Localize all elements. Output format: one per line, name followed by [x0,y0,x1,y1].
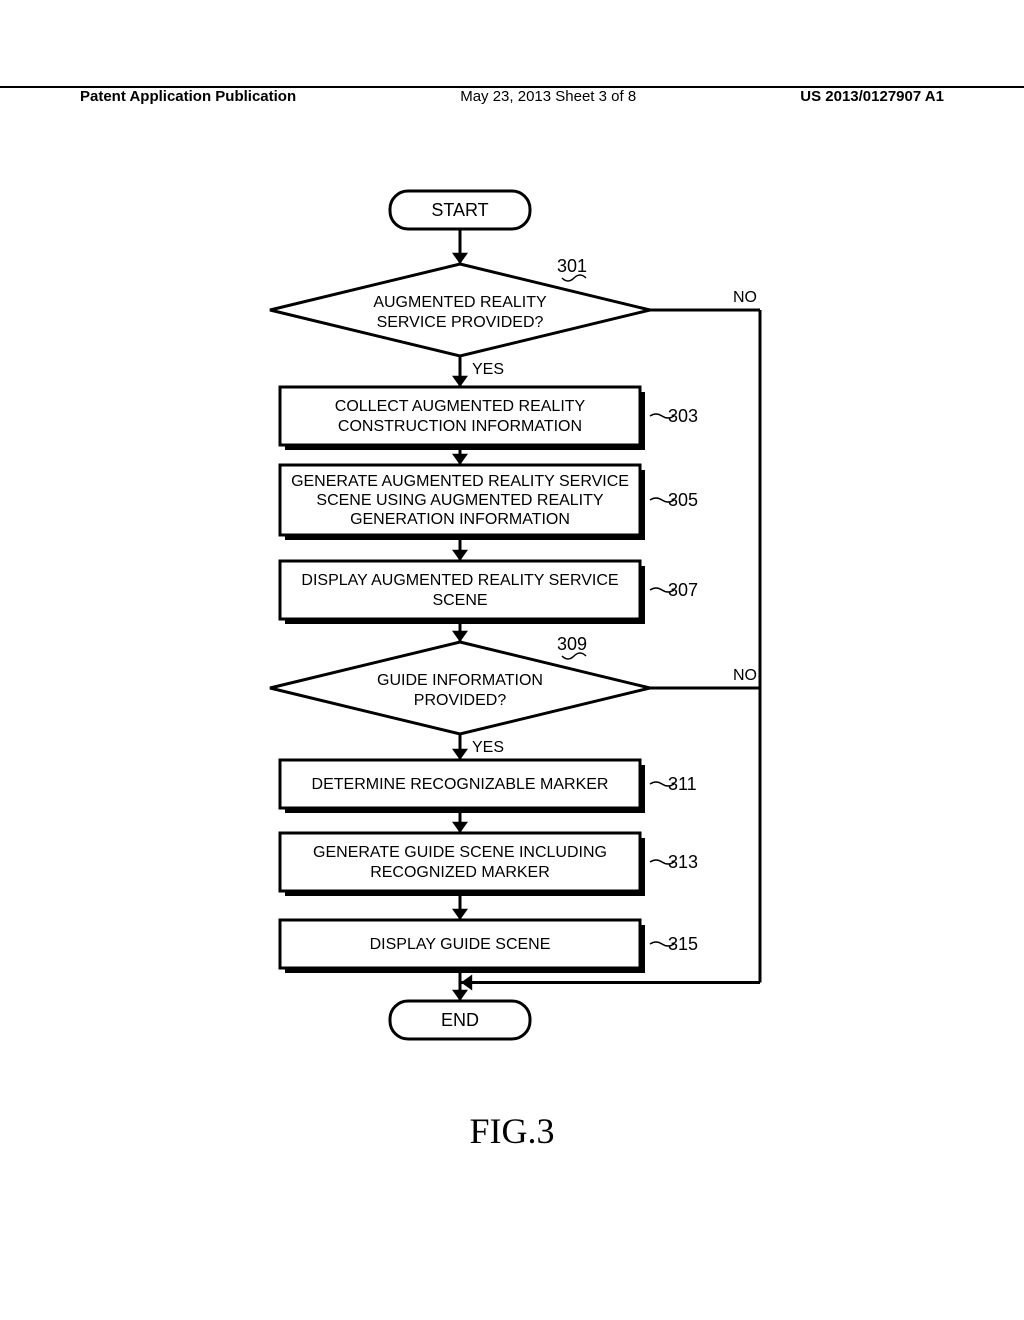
svg-text:301: 301 [557,256,587,276]
svg-text:305: 305 [668,490,698,510]
svg-text:COLLECT AUGMENTED REALITY: COLLECT AUGMENTED REALITY [335,398,586,415]
svg-text:307: 307 [668,580,698,600]
svg-text:PROVIDED?: PROVIDED? [414,692,507,709]
svg-text:DISPLAY AUGMENTED REALITY SERV: DISPLAY AUGMENTED REALITY SERVICE [301,572,618,589]
page-root: Patent Application Publication May 23, 2… [0,0,1024,1320]
svg-text:GENERATE AUGMENTED REALITY SER: GENERATE AUGMENTED REALITY SERVICE [291,473,629,490]
svg-text:DETERMINE RECOGNIZABLE MARKER: DETERMINE RECOGNIZABLE MARKER [312,776,609,793]
svg-text:315: 315 [668,934,698,954]
svg-text:END: END [441,1010,479,1030]
svg-text:YES: YES [472,361,504,378]
svg-text:START: START [431,200,488,220]
svg-text:GENERATION INFORMATION: GENERATION INFORMATION [350,511,570,528]
svg-text:SCENE USING AUGMENTED REALITY: SCENE USING AUGMENTED REALITY [316,492,603,509]
svg-text:RECOGNIZED MARKER: RECOGNIZED MARKER [370,864,550,881]
svg-text:303: 303 [668,406,698,426]
svg-text:SERVICE PROVIDED?: SERVICE PROVIDED? [377,314,544,331]
svg-text:NO: NO [733,667,757,684]
svg-text:309: 309 [557,634,587,654]
svg-text:YES: YES [472,739,504,756]
svg-text:CONSTRUCTION INFORMATION: CONSTRUCTION INFORMATION [338,418,582,435]
svg-text:GUIDE INFORMATION: GUIDE INFORMATION [377,672,543,689]
svg-text:DISPLAY GUIDE SCENE: DISPLAY GUIDE SCENE [370,936,551,953]
svg-text:GENERATE GUIDE SCENE INCLUDING: GENERATE GUIDE SCENE INCLUDING [313,844,607,861]
svg-text:SCENE: SCENE [432,592,487,609]
svg-text:313: 313 [668,852,698,872]
svg-text:NO: NO [733,289,757,306]
svg-text:AUGMENTED REALITY: AUGMENTED REALITY [373,294,547,311]
figure-caption: FIG.3 [0,1110,1024,1152]
svg-text:311: 311 [668,774,697,794]
